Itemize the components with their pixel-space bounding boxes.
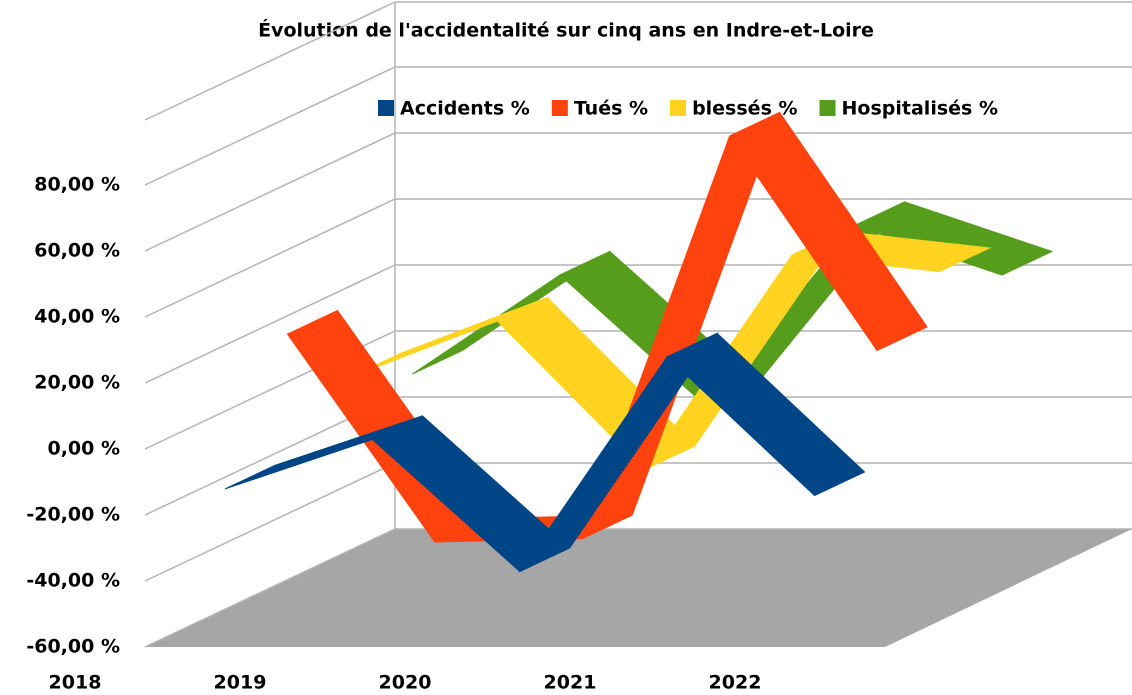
- grid-line: [144, 66, 1132, 186]
- y-tick-label: -60,00 %: [26, 636, 120, 658]
- legend-label: Hospitalisés %: [842, 98, 998, 120]
- y-tick-label: 20,00 %: [34, 372, 120, 394]
- x-tick-label: 2020: [379, 672, 432, 694]
- legend-swatch: [378, 100, 394, 116]
- series-line: [249, 344, 840, 561]
- y-tick-label: 40,00 %: [34, 306, 120, 328]
- floor: [145, 529, 1132, 647]
- legend-label: Tués %: [574, 98, 648, 120]
- legend-swatch: [819, 100, 836, 116]
- grid-line: [144, 132, 1132, 252]
- x-tick-label: 2018: [49, 672, 102, 694]
- y-tick-label: 60,00 %: [34, 240, 120, 262]
- chart-title: Évolution de l'accidentalité sur cinq an…: [258, 19, 874, 42]
- y-tick-label: 0,00 %: [47, 438, 120, 460]
- x-tick-label: 2021: [544, 672, 597, 694]
- grid-line: [144, 198, 1132, 318]
- wall-edge: [144, 1, 396, 121]
- legend-label: blessés %: [692, 98, 797, 120]
- y-tick-label: -20,00 %: [26, 504, 120, 526]
- legend-label: Accidents %: [400, 98, 530, 120]
- grid-line: [144, 528, 1132, 648]
- x-tick-label: 2019: [214, 672, 267, 694]
- y-tick-label: -40,00 %: [26, 570, 120, 592]
- legend-swatch: [551, 100, 568, 116]
- y-tick-label: 80,00 %: [34, 174, 120, 196]
- x-tick-label: 2022: [709, 672, 762, 694]
- legend-swatch: [670, 100, 687, 116]
